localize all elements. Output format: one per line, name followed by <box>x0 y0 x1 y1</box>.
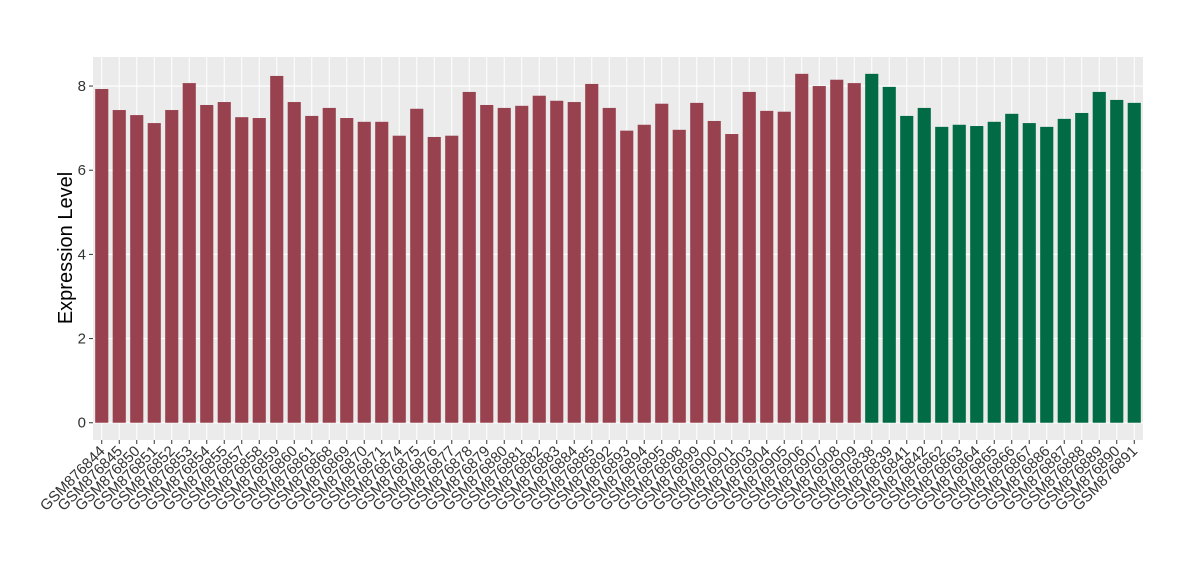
y-tick-label: 6 <box>78 162 86 179</box>
bar <box>305 115 319 423</box>
bar <box>567 102 581 423</box>
bar <box>970 126 984 423</box>
bar <box>322 107 336 423</box>
bar <box>480 104 494 423</box>
bar <box>147 123 161 423</box>
bar <box>1092 91 1106 423</box>
bar <box>777 111 791 423</box>
bar <box>620 130 634 423</box>
bar <box>497 107 511 423</box>
bar <box>760 110 774 423</box>
bar <box>1075 112 1089 423</box>
bar <box>182 83 196 423</box>
bar <box>1005 113 1019 423</box>
bar <box>410 108 424 423</box>
y-tick-label: 4 <box>78 246 86 263</box>
plot-background <box>93 57 1143 440</box>
y-tick-label: 8 <box>78 78 86 95</box>
bar <box>987 121 1001 423</box>
bar <box>217 102 231 423</box>
bar <box>112 110 126 423</box>
y-tick-label: 0 <box>78 415 86 432</box>
bar <box>1022 123 1036 423</box>
bar <box>585 83 599 423</box>
bar <box>917 107 931 423</box>
bar <box>252 118 266 423</box>
bar <box>847 83 861 423</box>
bar <box>795 73 809 423</box>
bar <box>235 117 249 423</box>
bar <box>655 103 669 423</box>
bar <box>707 120 721 423</box>
bar <box>672 129 686 423</box>
bar <box>462 91 476 423</box>
bar <box>270 75 284 423</box>
bar <box>287 102 301 423</box>
bar <box>725 134 739 423</box>
bar <box>445 135 459 423</box>
bar <box>392 135 406 423</box>
bar <box>742 91 756 423</box>
bar <box>690 102 704 423</box>
bar <box>1110 99 1124 423</box>
bar <box>427 136 441 423</box>
bar <box>935 126 949 423</box>
bar <box>515 105 529 423</box>
bar <box>165 110 179 423</box>
bar <box>900 115 914 423</box>
bar <box>200 104 214 423</box>
bar <box>130 115 144 423</box>
bar <box>882 86 896 423</box>
bar <box>637 124 651 423</box>
bar <box>357 121 371 423</box>
bar <box>532 95 546 423</box>
bar <box>340 118 354 423</box>
bar <box>830 79 844 423</box>
bar <box>95 88 109 423</box>
bar <box>1040 126 1054 423</box>
bar <box>952 124 966 423</box>
bar <box>550 100 564 423</box>
bar <box>812 86 826 423</box>
y-axis-label: Expression Level <box>55 172 77 324</box>
bar <box>1057 118 1071 423</box>
y-tick-label: 2 <box>78 331 86 348</box>
bar <box>1127 102 1141 423</box>
bar <box>865 73 879 423</box>
bar <box>602 107 616 423</box>
bar <box>375 121 389 423</box>
